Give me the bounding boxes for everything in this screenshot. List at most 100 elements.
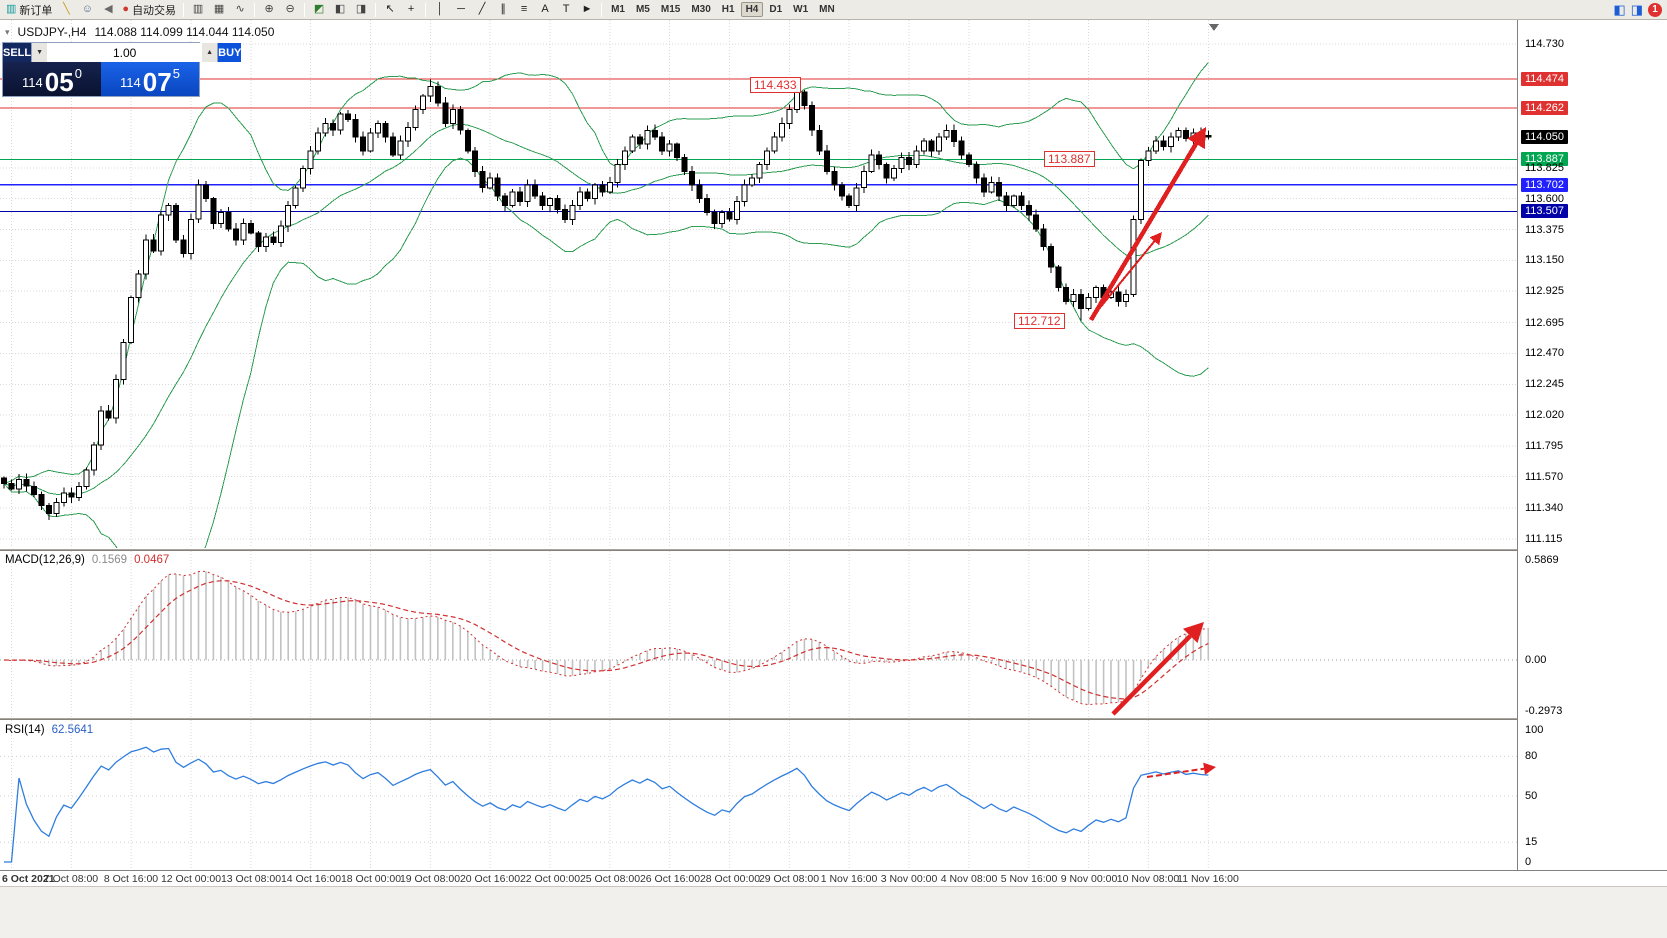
line-chart-icon-glyph: ∿: [235, 3, 245, 15]
new-chart-icon[interactable]: ◧: [1613, 2, 1626, 17]
panel-divider[interactable]: [0, 548, 1667, 551]
candlestick-chart[interactable]: [0, 20, 1517, 548]
price-scale-label: 111.795: [1525, 440, 1564, 452]
time-axis-label: 29 Oct 08:00: [758, 873, 820, 885]
horizontal-line-button[interactable]: ─: [451, 1, 471, 18]
quill-icon[interactable]: ╲: [56, 1, 76, 18]
cursor-button[interactable]: ↖: [380, 1, 400, 18]
panel-divider[interactable]: [0, 717, 1667, 720]
price-scale-label: 111.570: [1525, 471, 1564, 483]
timeframe-d1[interactable]: D1: [769, 4, 783, 15]
buy-button[interactable]: BUY: [217, 43, 242, 62]
price-scale-label: 113.375: [1525, 224, 1564, 236]
price-annotation-high[interactable]: 114.433: [750, 77, 801, 93]
cursor-button-glyph: ↖: [385, 3, 395, 15]
notification-badge[interactable]: 1: [1648, 2, 1662, 17]
chart-title: ▾ USDJPY-,H4 114.088 114.099 114.044 114…: [5, 25, 274, 39]
crosshair-button-glyph: +: [407, 3, 415, 15]
timeframe-m15[interactable]: M15: [660, 4, 681, 15]
sell-button[interactable]: SELL: [3, 43, 33, 62]
timeframe-m5[interactable]: M5: [635, 4, 650, 15]
vertical-line-button-glyph: │: [436, 3, 444, 15]
price-scale-label: 112.020: [1525, 409, 1564, 421]
profiles-icon[interactable]: ◨: [1630, 2, 1643, 17]
bar-chart-icon-glyph: ▥: [192, 3, 204, 15]
time-axis-label: 28 Oct 00:00: [699, 873, 761, 885]
market-watch-icon[interactable]: ☺: [77, 1, 97, 18]
time-axis-label: 9 Nov 00:00: [1060, 873, 1118, 885]
auto-trading-button[interactable]: ● 自动交易: [119, 1, 179, 18]
lot-decrease-button[interactable]: ▼: [32, 43, 48, 62]
macd-chart[interactable]: [0, 551, 1517, 717]
timeframe-m1[interactable]: M1: [611, 4, 625, 15]
macd-name: MACD(12,26,9): [5, 554, 85, 566]
rsi-label: RSI(14) 62.5641: [5, 724, 93, 736]
buy-price[interactable]: 114 07 5: [101, 62, 199, 96]
indicators-button-glyph: ◩: [313, 3, 325, 15]
time-axis-label: 22 Oct 00:00: [519, 873, 581, 885]
new-order-button-label: 新订单: [19, 4, 53, 17]
toolbar: ▥ 新订单 ╲ ☺ ◀ ● 自动交易 ▥ ▦ ∿ ⊕ ⊖ ◩ ◧ ◨ ↖ + │ ─ ╱ ∥ ≡ A T ► M1 M5 M15 M30…: [0, 0, 1667, 20]
price-annotation-mid[interactable]: 113.887: [1044, 151, 1095, 167]
toolbar-separator: [601, 2, 603, 17]
arrows-button-glyph: ►: [581, 3, 593, 15]
sell-price[interactable]: 114 05 0: [3, 62, 101, 96]
crosshair-button[interactable]: +: [401, 1, 421, 18]
price-scale-label: 113.600: [1525, 193, 1564, 205]
arrows-button[interactable]: ►: [577, 1, 597, 18]
macd-panel[interactable]: [0, 551, 1517, 717]
candlestick-chart-icon-glyph: ▦: [213, 3, 225, 15]
text-button[interactable]: A: [535, 1, 555, 18]
timeframe-m30[interactable]: M30: [691, 4, 711, 15]
bid-prefix: 114: [22, 75, 43, 90]
toolbar-separator: [375, 2, 377, 17]
rsi-panel[interactable]: [0, 720, 1517, 870]
time-axis-label: 7 Oct 08:00: [43, 873, 99, 885]
price-scale[interactable]: 114.730 114.474 114.262 114.050 113.887 113.8…: [1517, 20, 1667, 870]
main-chart-panel[interactable]: ▾ USDJPY-,H4 114.088 114.099 114.044 114…: [0, 20, 1517, 548]
zoom-in-button[interactable]: ⊕: [259, 1, 279, 18]
sound-icon[interactable]: ◀: [98, 1, 118, 18]
timeframe-h4[interactable]: H4: [740, 2, 764, 17]
lot-increase-button[interactable]: ▲: [202, 43, 218, 62]
price-scale-label: 113.887: [1521, 152, 1568, 166]
window-list-button[interactable]: ◨: [351, 1, 371, 18]
ask-prefix: 114: [120, 75, 141, 90]
new-order-button[interactable]: ▥ 新订单: [3, 1, 55, 18]
trendline-button-glyph: ╱: [478, 3, 486, 15]
channel-button-glyph: ∥: [500, 3, 506, 15]
market-watch-icon-glyph: ☺: [81, 3, 94, 15]
time-axis-label: 14 Oct 16:00: [280, 873, 342, 885]
fibonacci-button[interactable]: ≡: [514, 1, 534, 18]
horizontal-line-button-glyph: ─: [457, 3, 465, 15]
time-axis-label: 18 Oct 00:00: [340, 873, 402, 885]
candlestick-chart-icon[interactable]: ▦: [209, 1, 229, 18]
zoom-out-button-glyph: ⊖: [285, 3, 295, 15]
price-scale-label: 112.925: [1525, 285, 1564, 297]
timeframe-h1[interactable]: H1: [721, 4, 735, 15]
window-list-button-glyph: ◨: [355, 3, 367, 15]
rsi-scale-label: 80: [1525, 750, 1538, 762]
time-axis[interactable]: 6 Oct 2021 7 Oct 08:00 8 Oct 16:00 12 Oct 0…: [0, 870, 1667, 886]
line-chart-icon[interactable]: ∿: [230, 1, 250, 18]
tile-windows-button[interactable]: ◧: [330, 1, 350, 18]
toolbar-separator: [254, 2, 256, 17]
channel-button[interactable]: ∥: [493, 1, 513, 18]
new-order-button-glyph: ▥: [6, 3, 17, 15]
toolbar-separator: [304, 2, 306, 17]
rsi-chart[interactable]: [0, 720, 1517, 870]
indicators-button[interactable]: ◩: [309, 1, 329, 18]
timeframe-mn[interactable]: MN: [819, 4, 835, 15]
timeframe-w1[interactable]: W1: [793, 4, 809, 15]
lot-size-input[interactable]: [47, 43, 203, 62]
vertical-line-button[interactable]: │: [430, 1, 450, 18]
bar-chart-icon[interactable]: ▥: [188, 1, 208, 18]
zoom-out-button[interactable]: ⊖: [280, 1, 300, 18]
chart-ohlc-values: 114.088 114.099 114.044 114.050: [94, 25, 275, 39]
trendline-button[interactable]: ╱: [472, 1, 492, 18]
price-annotation-low[interactable]: 112.712: [1014, 313, 1065, 329]
label-button[interactable]: T: [556, 1, 576, 18]
auto-trading-button-glyph: ●: [122, 3, 130, 15]
time-axis-label: 8 Oct 16:00: [103, 873, 159, 885]
